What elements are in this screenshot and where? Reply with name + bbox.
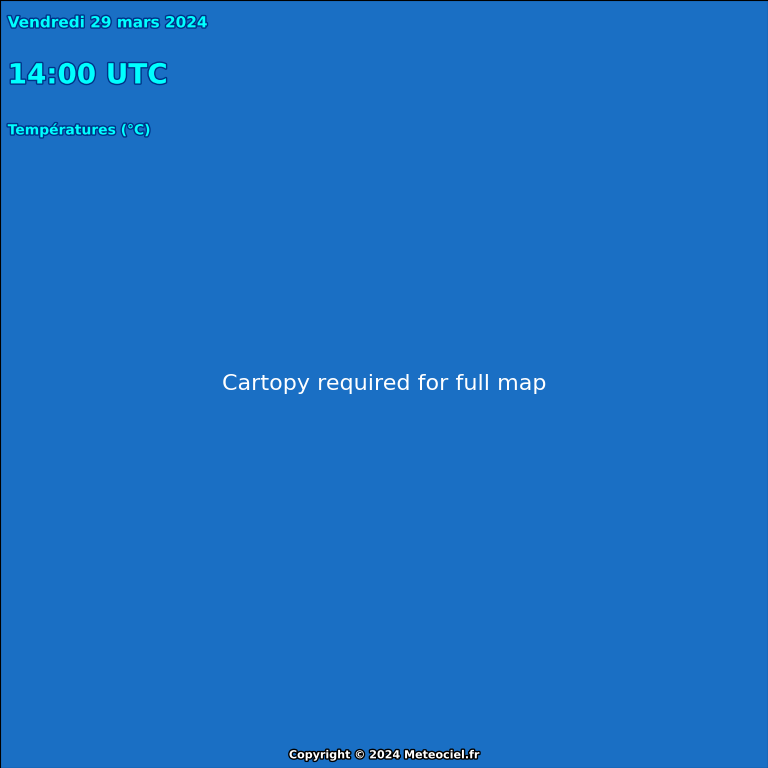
Text: Cartopy required for full map: Cartopy required for full map [222,374,546,394]
Text: 14:00 UTC: 14:00 UTC [8,61,167,89]
Text: Copyright © 2024 Meteociel.fr: Copyright © 2024 Meteociel.fr [289,750,479,760]
Text: Températures (°C): Températures (°C) [8,123,151,137]
Text: Vendredi 29 mars 2024: Vendredi 29 mars 2024 [8,15,207,31]
